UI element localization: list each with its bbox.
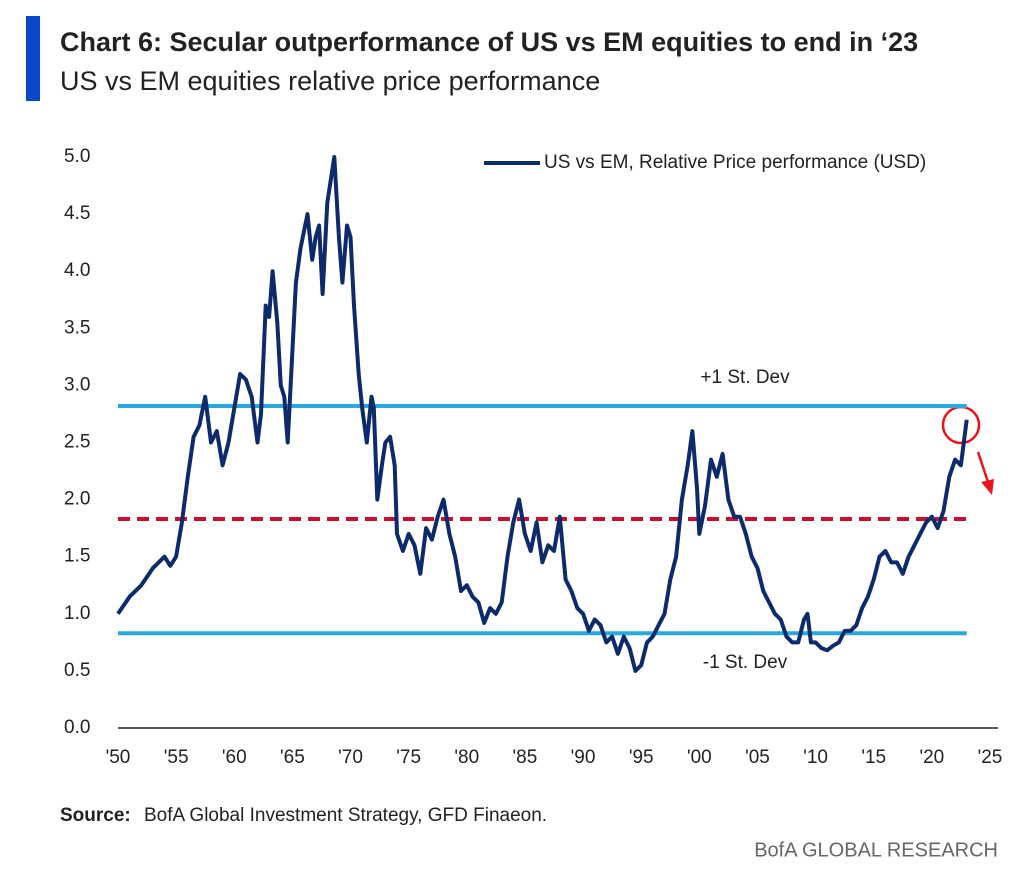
highlight-circle bbox=[941, 405, 981, 445]
title-bar bbox=[26, 16, 40, 101]
x-tick-label: '90 bbox=[571, 747, 596, 768]
source: BofA Global Investment Strategy, GFD Fin… bbox=[144, 805, 547, 826]
y-tick-label: 1.5 bbox=[64, 546, 90, 567]
x-tick-label: '20 bbox=[919, 747, 944, 768]
data-line bbox=[116, 155, 969, 673]
x-tick-label: '75 bbox=[396, 747, 421, 768]
legend-label: US vs EM, Relative Price performance (US… bbox=[544, 152, 926, 173]
chart-subtitle: US vs EM equities relative price perform… bbox=[60, 66, 600, 96]
y-tick-label: 5.0 bbox=[64, 146, 90, 167]
x-tick-label: '55 bbox=[164, 747, 189, 768]
y-tick-label: 0.0 bbox=[64, 717, 90, 738]
y-tick-label: 1.0 bbox=[64, 603, 90, 624]
x-tick-label: '80 bbox=[454, 747, 479, 768]
y-tick-label: 2.0 bbox=[64, 489, 90, 510]
x-tick-label: '15 bbox=[861, 747, 886, 768]
x-tick-label: '70 bbox=[338, 747, 363, 768]
x-tick-label: '25 bbox=[978, 747, 1003, 768]
y-tick-label: 4.0 bbox=[64, 260, 90, 281]
y-tick-label: 0.5 bbox=[64, 660, 90, 681]
x-tick-label: '60 bbox=[222, 747, 247, 768]
y-tick-label: 4.5 bbox=[64, 203, 90, 224]
y-tick-label: 3.0 bbox=[64, 374, 90, 395]
reference-label: -1 St. Dev bbox=[703, 652, 788, 673]
x-tick-label: '65 bbox=[280, 747, 305, 768]
x-tick-label: '05 bbox=[745, 747, 770, 768]
x-tick-label: '85 bbox=[513, 747, 538, 768]
x-tick-label: '10 bbox=[803, 747, 828, 768]
y-tick-label: 3.5 bbox=[64, 317, 90, 338]
arrow-head bbox=[981, 479, 994, 495]
arrow-shaft bbox=[976, 451, 990, 483]
x-tick-label: '95 bbox=[629, 747, 654, 768]
y-tick-label: 2.5 bbox=[64, 432, 90, 453]
chart-title: Chart 6: Secular outperformance of US vs… bbox=[60, 27, 918, 57]
source-label: Source: bbox=[60, 805, 131, 826]
reference-label: +1 St. Dev bbox=[700, 367, 790, 388]
footer: BofA GLOBAL RESEARCH bbox=[754, 839, 998, 861]
x-tick-label: '00 bbox=[687, 747, 712, 768]
x-tick-label: '50 bbox=[106, 747, 131, 768]
